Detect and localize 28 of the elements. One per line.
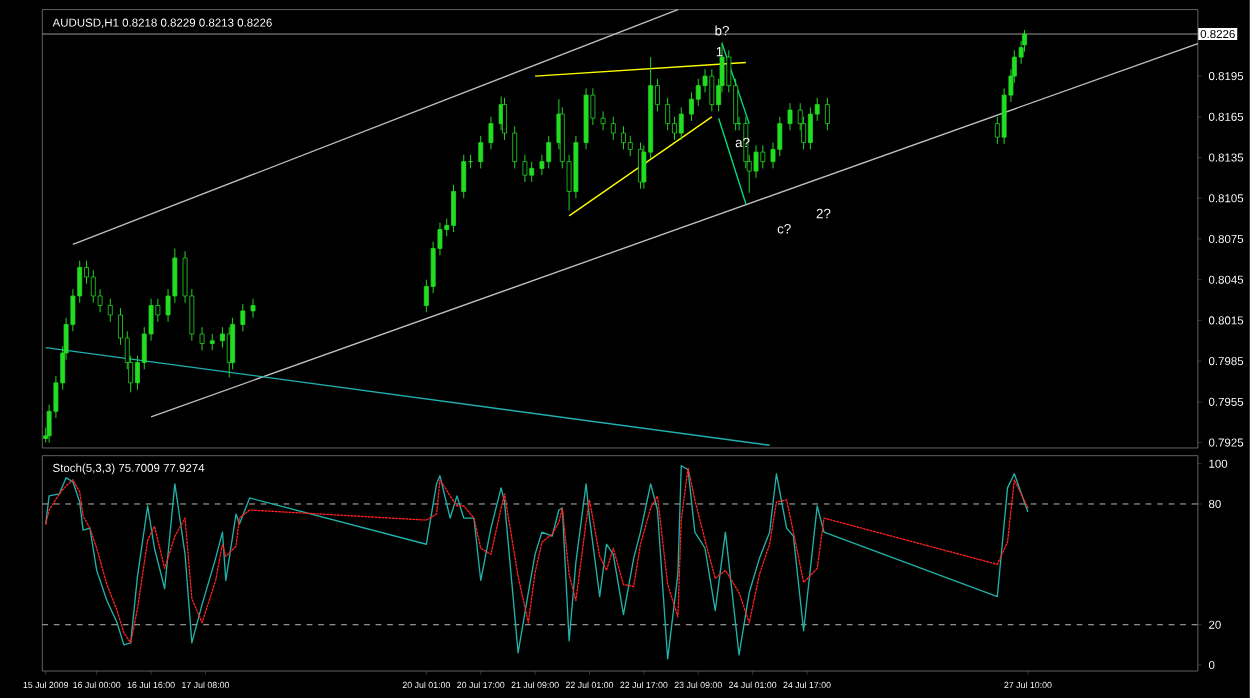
candlestick	[787, 102, 793, 131]
candlestick	[488, 116, 494, 150]
candlestick	[107, 298, 113, 323]
candlestick	[230, 317, 236, 370]
candlestick	[529, 161, 535, 183]
candlestick	[600, 110, 606, 131]
candlestick	[240, 303, 246, 332]
candlestick	[546, 135, 552, 169]
candlestick	[689, 91, 694, 122]
candlestick	[760, 144, 766, 169]
candlestick	[478, 135, 484, 169]
candlestick	[512, 125, 518, 169]
candlestick	[807, 106, 813, 150]
candlestick	[678, 106, 684, 141]
candlestick	[583, 87, 589, 150]
candlestick	[502, 97, 507, 141]
candlestick	[709, 68, 715, 112]
candlestick	[451, 184, 456, 233]
candlestick	[621, 125, 626, 150]
candlestick	[665, 97, 671, 131]
candlestick	[824, 97, 830, 131]
candlestick	[250, 298, 256, 319]
candlestick	[610, 116, 616, 141]
candlestick	[461, 154, 467, 199]
candlestick	[90, 269, 96, 304]
candlestick	[199, 326, 205, 351]
candlestick	[522, 154, 528, 183]
candlestick	[627, 135, 633, 157]
